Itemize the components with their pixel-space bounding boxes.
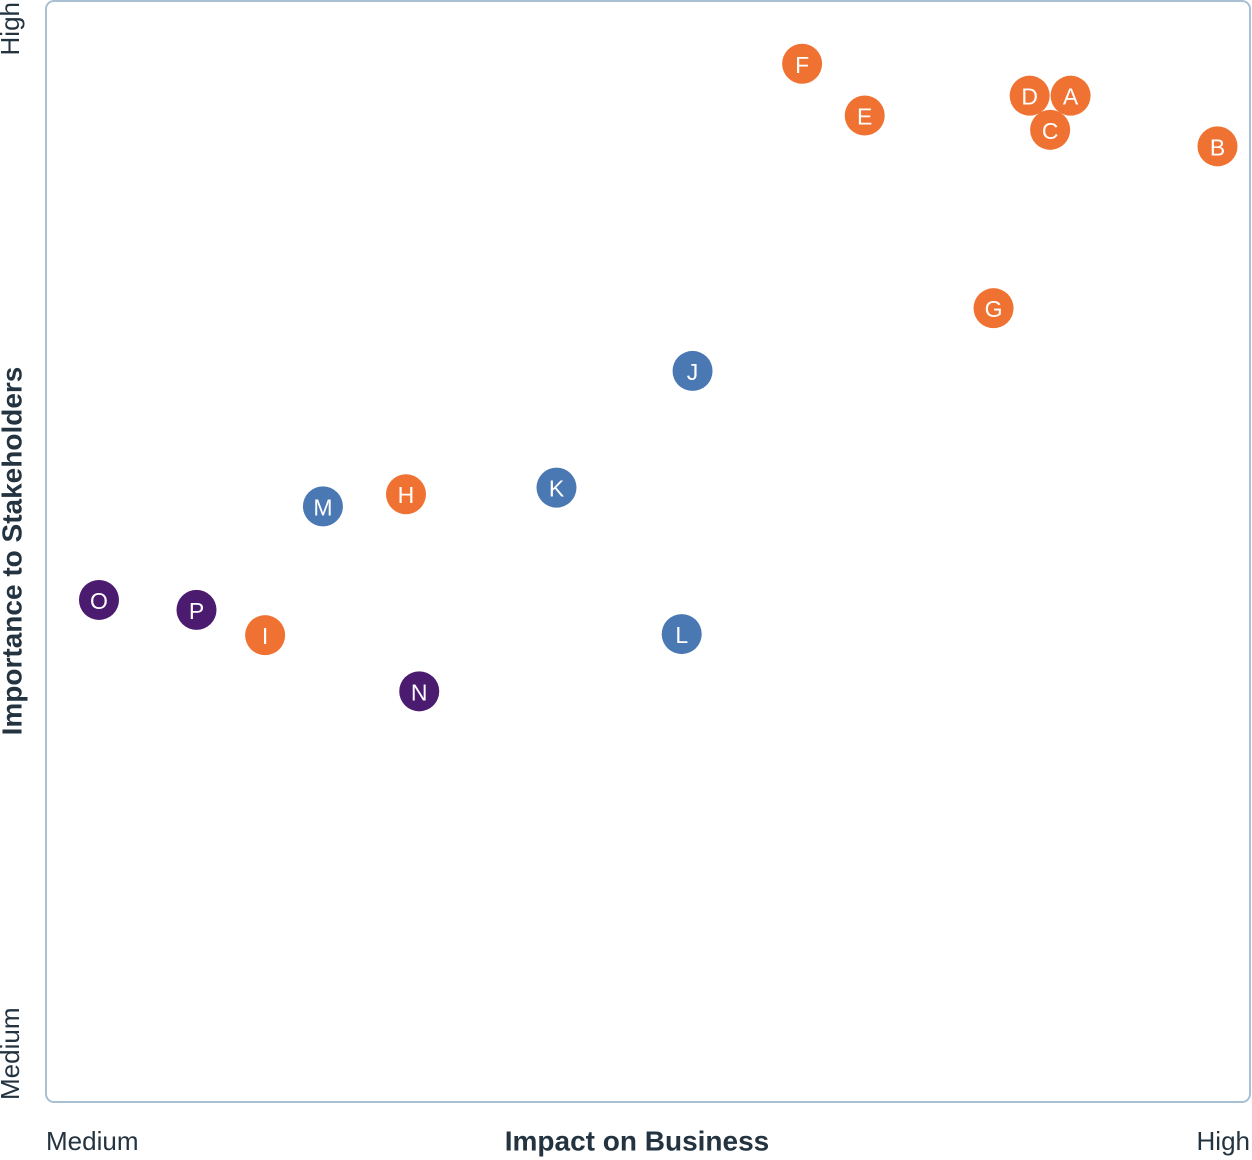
data-point-marker xyxy=(385,474,426,515)
data-point-p: P xyxy=(176,589,217,630)
data-point-m: M xyxy=(302,486,343,527)
data-point-h: H xyxy=(385,474,426,515)
data-point-marker xyxy=(78,579,119,620)
data-point-label: N xyxy=(411,679,428,705)
data-point-f: F xyxy=(782,43,823,84)
data-point-b: B xyxy=(1197,126,1238,167)
data-point-label: D xyxy=(1021,84,1038,110)
x-axis-title: Impact on Business xyxy=(505,1125,770,1156)
plot-area-frame xyxy=(45,0,1251,1103)
data-point-e: E xyxy=(844,95,885,136)
data-point-marker xyxy=(1197,126,1238,167)
data-point-i: I xyxy=(245,615,286,656)
data-point-label: F xyxy=(795,52,809,78)
data-point-l: L xyxy=(661,614,702,655)
data-point-marker xyxy=(536,467,577,508)
data-point-label: O xyxy=(90,588,108,614)
data-point-label: C xyxy=(1042,118,1059,144)
data-point-label: L xyxy=(675,622,688,648)
data-point-label: G xyxy=(985,296,1003,322)
data-point-k: K xyxy=(536,467,577,508)
data-point-j: J xyxy=(672,350,713,391)
data-point-marker xyxy=(245,615,286,656)
data-point-o: O xyxy=(78,579,119,620)
data-point-c: C xyxy=(1030,109,1071,150)
x-axis-min-label: Medium xyxy=(46,1126,138,1156)
data-point-marker xyxy=(661,614,702,655)
data-points-layer: A B CD E F G H I J K L M N O P xyxy=(78,43,1238,712)
data-point-label: E xyxy=(857,104,872,130)
data-point-d: D xyxy=(1009,75,1050,116)
data-point-label: H xyxy=(398,482,415,508)
data-point-marker xyxy=(844,95,885,136)
data-point-a: A xyxy=(1050,75,1091,116)
y-axis-min-label: Medium xyxy=(0,1008,25,1100)
data-point-marker xyxy=(399,671,440,712)
data-point-marker xyxy=(176,589,217,630)
y-axis-max-label: High xyxy=(0,2,25,55)
data-point-label: M xyxy=(313,494,332,520)
data-point-label: B xyxy=(1210,134,1225,160)
data-point-marker xyxy=(672,350,713,391)
data-point-label: A xyxy=(1063,84,1079,110)
data-point-label: P xyxy=(189,598,204,624)
data-point-marker xyxy=(1030,109,1071,150)
data-point-marker xyxy=(973,288,1014,329)
data-point-marker xyxy=(302,486,343,527)
x-axis-max-label: High xyxy=(1197,1126,1250,1156)
data-point-marker xyxy=(1050,75,1091,116)
data-point-marker xyxy=(1009,75,1050,116)
data-point-marker xyxy=(782,43,823,84)
data-point-label: J xyxy=(687,359,699,385)
data-point-n: N xyxy=(399,671,440,712)
data-point-label: I xyxy=(262,623,268,649)
data-point-label: K xyxy=(549,476,565,502)
y-axis-title: Importance to Stakeholders xyxy=(0,367,27,736)
data-point-g: G xyxy=(973,288,1014,329)
